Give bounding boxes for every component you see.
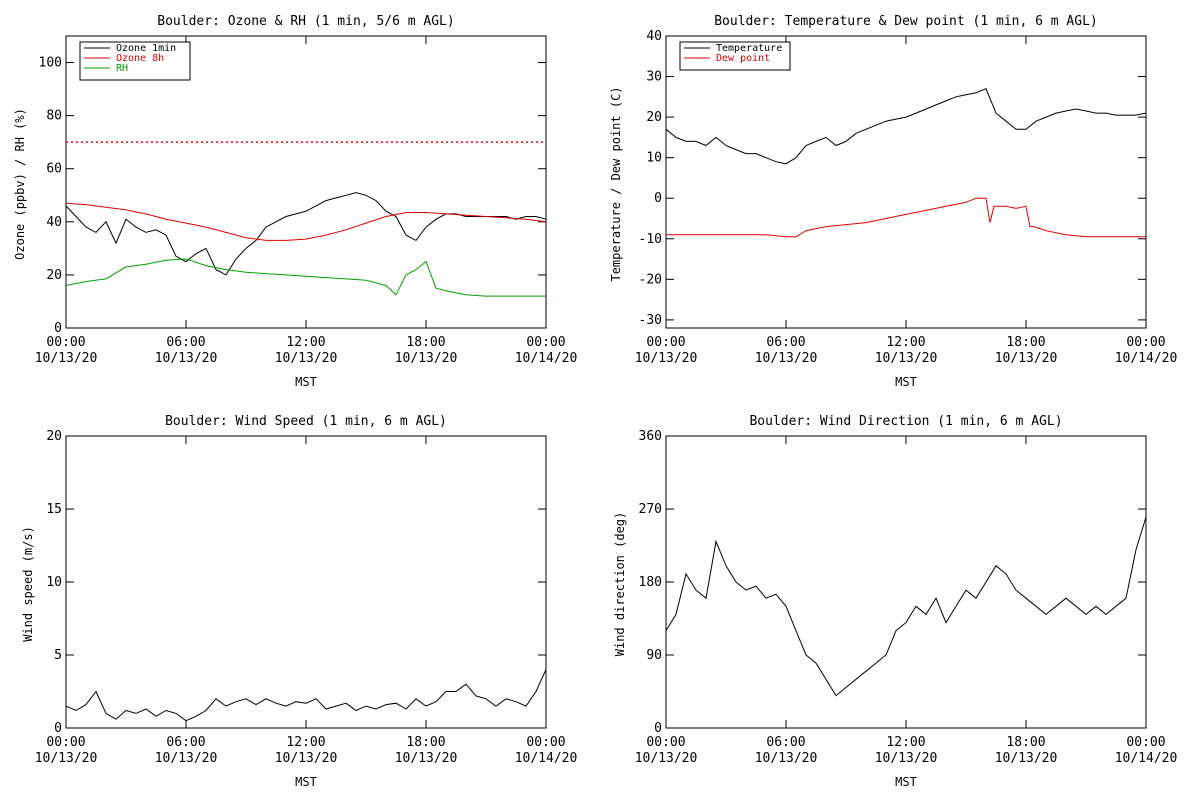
y-tick-label: 80 xyxy=(46,109,62,124)
x-tick-label: 12:00 xyxy=(286,735,325,750)
x-tick-label: 06:00 xyxy=(766,335,805,350)
y-tick-label: -20 xyxy=(639,272,662,287)
x-tick-date-label: 10/13/20 xyxy=(155,351,218,366)
chart-title: Boulder: Wind Speed (1 min, 6 m AGL) xyxy=(165,414,447,429)
series-line-rh xyxy=(65,258,546,297)
x-tick-label: 00:00 xyxy=(46,335,85,350)
x-tick-label: 18:00 xyxy=(1006,735,1045,750)
x-tick-date-label: 10/13/20 xyxy=(35,351,98,366)
y-tick-label: 15 xyxy=(46,502,62,517)
x-tick-date-label: 10/13/20 xyxy=(395,351,458,366)
y-tick-label: -10 xyxy=(639,232,662,247)
x-tick-label: 06:00 xyxy=(766,735,805,750)
x-tick-date-label: 10/14/20 xyxy=(1115,351,1178,366)
y-tick-label: 40 xyxy=(646,29,662,44)
x-tick-label: 00:00 xyxy=(526,335,565,350)
x-tick-label: 06:00 xyxy=(166,735,205,750)
plot-frame xyxy=(665,35,1147,329)
x-tick-date-label: 10/13/20 xyxy=(875,751,938,766)
legend-entry: Ozone 8h xyxy=(116,53,164,64)
x-tick-label: 00:00 xyxy=(526,735,565,750)
y-tick-label: 10 xyxy=(646,151,662,166)
x-tick-date-label: 10/13/20 xyxy=(395,751,458,766)
x-tick-date-label: 10/13/20 xyxy=(755,351,818,366)
chart-title: Boulder: Temperature & Dew point (1 min,… xyxy=(714,14,1098,29)
x-tick-date-label: 10/13/20 xyxy=(35,751,98,766)
y-axis-label: Wind direction (deg) xyxy=(613,512,627,657)
x-tick-label: 00:00 xyxy=(1126,335,1165,350)
x-tick-label: 18:00 xyxy=(406,735,445,750)
series-line-ozone-8h xyxy=(65,202,547,241)
x-tick-label: 06:00 xyxy=(166,335,205,350)
y-axis-label: Ozone (ppbv) / RH (%) xyxy=(13,108,27,260)
x-tick-label: 12:00 xyxy=(286,335,325,350)
y-axis-label: Wind speed (m/s) xyxy=(21,526,35,642)
y-axis-label: Temperature / Dew point (C) xyxy=(609,86,623,281)
x-tick-label: 12:00 xyxy=(886,735,925,750)
plot-frame xyxy=(665,435,1147,729)
series-line-dew-point xyxy=(666,197,1146,238)
x-tick-date-label: 10/13/20 xyxy=(995,351,1058,366)
legend-entry: Ozone 1min xyxy=(116,43,176,54)
y-tick-label: 20 xyxy=(46,429,62,444)
y-tick-label: 360 xyxy=(639,429,662,444)
y-tick-label: 100 xyxy=(39,56,62,71)
x-tick-date-label: 10/14/20 xyxy=(515,751,578,766)
x-axis-label: MST xyxy=(895,375,917,389)
y-tick-label: 0 xyxy=(654,721,662,736)
x-tick-date-label: 10/14/20 xyxy=(515,351,578,366)
y-tick-label: -30 xyxy=(639,313,662,328)
y-tick-label: 180 xyxy=(639,575,662,590)
x-tick-date-label: 10/13/20 xyxy=(155,751,218,766)
x-axis-label: MST xyxy=(295,775,317,789)
y-tick-label: 5 xyxy=(54,648,62,663)
y-tick-label: 90 xyxy=(646,648,662,663)
series-line-temperature xyxy=(665,88,1147,165)
chart-title: Boulder: Ozone & RH (1 min, 5/6 m AGL) xyxy=(157,14,454,29)
y-tick-label: 40 xyxy=(46,215,62,230)
x-axis-label: MST xyxy=(895,775,917,789)
y-tick-label: 20 xyxy=(46,268,62,283)
y-tick-label: 0 xyxy=(54,721,62,736)
x-tick-label: 00:00 xyxy=(646,335,685,350)
x-tick-date-label: 10/13/20 xyxy=(995,751,1058,766)
y-tick-label: 10 xyxy=(46,575,62,590)
x-tick-label: 12:00 xyxy=(886,335,925,350)
x-tick-date-label: 10/13/20 xyxy=(635,751,698,766)
x-tick-date-label: 10/13/20 xyxy=(755,751,818,766)
series-line-0 xyxy=(665,516,1147,697)
chart-title: Boulder: Wind Direction (1 min, 6 m AGL) xyxy=(749,414,1062,429)
x-tick-date-label: 10/13/20 xyxy=(275,351,338,366)
x-axis-label: MST xyxy=(295,375,317,389)
y-tick-label: 20 xyxy=(646,110,662,125)
x-tick-label: 00:00 xyxy=(1126,735,1165,750)
x-tick-date-label: 10/14/20 xyxy=(1115,751,1178,766)
temperature-dewpoint-panel: Boulder: Temperature & Dew point (1 min,… xyxy=(609,14,1177,389)
y-tick-label: 60 xyxy=(46,162,62,177)
y-tick-label: 30 xyxy=(646,70,662,85)
ozone-rh-panel: Boulder: Ozone & RH (1 min, 5/6 m AGL) O… xyxy=(13,14,577,389)
y-tick-label: 270 xyxy=(639,502,662,517)
x-tick-label: 18:00 xyxy=(406,335,445,350)
legend-entry: Dew point xyxy=(716,53,770,64)
series-line-ozone-1min xyxy=(65,192,547,276)
legend-entry: RH xyxy=(116,63,128,74)
legend-box xyxy=(679,41,791,71)
x-tick-date-label: 10/13/20 xyxy=(635,351,698,366)
wind-direction-panel: Boulder: Wind Direction (1 min, 6 m AGL)… xyxy=(613,414,1177,789)
x-tick-label: 00:00 xyxy=(46,735,85,750)
x-tick-label: 00:00 xyxy=(646,735,685,750)
y-tick-label: 0 xyxy=(54,321,62,336)
x-tick-date-label: 10/13/20 xyxy=(275,751,338,766)
wind-speed-panel: Boulder: Wind Speed (1 min, 6 m AGL) Win… xyxy=(21,414,577,789)
legend-entry: Temperature xyxy=(716,43,782,54)
x-tick-label: 18:00 xyxy=(1006,335,1045,350)
x-tick-date-label: 10/13/20 xyxy=(875,351,938,366)
series-line-0 xyxy=(65,669,547,722)
y-tick-label: 0 xyxy=(654,191,662,206)
plot-frame xyxy=(65,435,547,729)
